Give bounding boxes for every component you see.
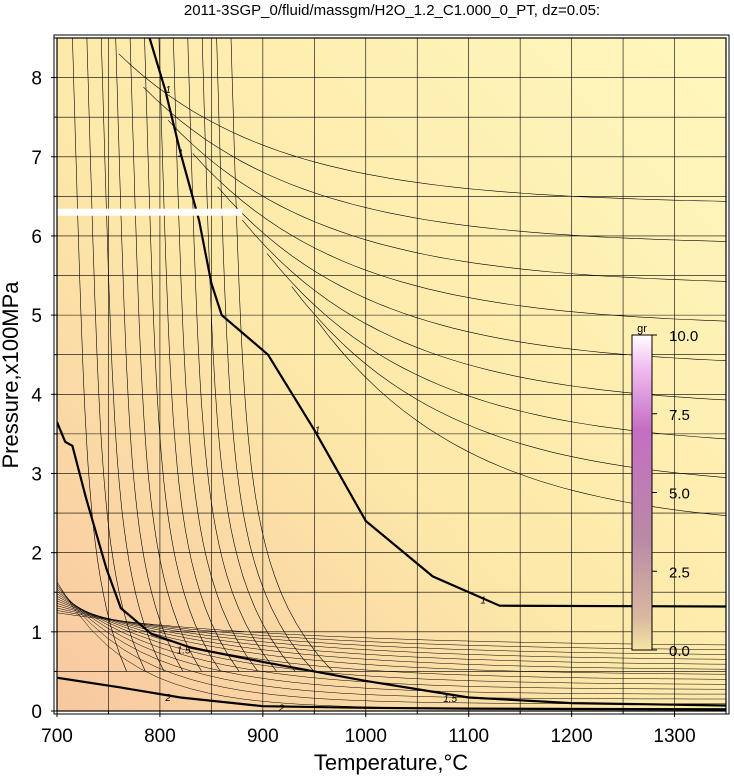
contour-label: 1: [480, 596, 486, 607]
y-tick-label: 3: [31, 464, 42, 485]
y-tick-label: 5: [31, 306, 42, 327]
contour-label: 2: [278, 703, 285, 714]
y-tick-label: 7: [31, 148, 42, 169]
plot-background: [57, 38, 726, 711]
contour-label: 1: [315, 425, 321, 436]
y-tick-label: 2: [31, 544, 42, 565]
colorbar-label: gr: [637, 323, 647, 335]
y-tick-label: 0: [31, 702, 42, 723]
white-band: [57, 209, 242, 216]
contour-label: 1.5: [443, 694, 457, 705]
highlight-band: [57, 209, 242, 216]
contour-label: 1: [165, 85, 171, 96]
x-tick-label: 1300: [653, 726, 695, 747]
y-axis-ticks: 0 1 2 3 4 5 6 7 8: [31, 38, 57, 723]
contour-label: 2: [164, 693, 171, 704]
y-axis-label: Pressure,x100MPa: [0, 281, 23, 469]
y-tick-label: 4: [31, 385, 42, 406]
colorbar-tick-label: 5.0: [669, 486, 690, 503]
x-tick-label: 1100: [448, 726, 489, 747]
contour-label: 1: [178, 148, 184, 159]
colorbar-tick-label: 2.5: [669, 564, 690, 581]
x-tick-label: 700: [41, 726, 73, 747]
x-axis-ticks: 700 800 900 1000 1100 1200 1300: [41, 711, 726, 747]
x-axis-label: Temperature,°C: [314, 750, 468, 775]
contour-label: 1.5: [177, 646, 191, 657]
colorbar-tick-label: 7.5: [669, 407, 690, 424]
x-tick-label: 1000: [345, 726, 387, 747]
colorbar-gradient: [632, 335, 652, 650]
chart-title: 2011-3SGP_0/fluid/massgm/H2O_1.2_C1.000_…: [184, 2, 600, 19]
y-tick-label: 8: [31, 69, 42, 90]
colorbar-tick-label: 0.0: [669, 643, 690, 660]
x-tick-label: 1200: [550, 726, 592, 747]
colorbar-tick-label: 10.0: [669, 328, 698, 345]
x-tick-label: 900: [247, 726, 279, 747]
y-tick-label: 1: [31, 623, 42, 644]
y-tick-label: 6: [31, 227, 42, 248]
x-tick-label: 800: [144, 726, 176, 747]
